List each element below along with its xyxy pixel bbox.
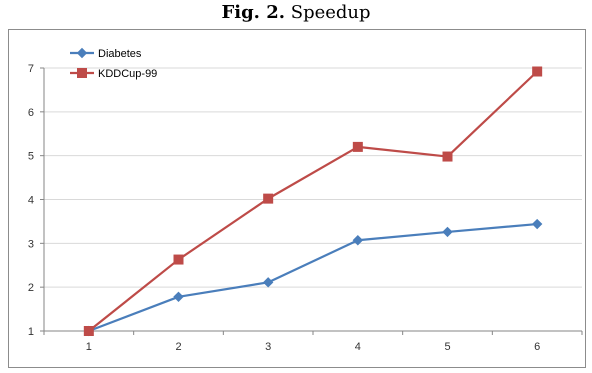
point-kddcup-99 bbox=[442, 151, 453, 162]
point-kddcup-99 bbox=[532, 66, 543, 77]
figure-title: Speedup bbox=[290, 2, 371, 23]
series-line-diabetes bbox=[88, 222, 538, 333]
point-diabetes bbox=[352, 235, 364, 246]
point-kddcup-99 bbox=[83, 326, 94, 336]
x-tick-label: 5 bbox=[444, 341, 450, 353]
x-tick-label: 3 bbox=[265, 341, 271, 353]
point-kddcup-99 bbox=[173, 254, 184, 265]
point-diabetes bbox=[531, 218, 543, 230]
y-tick-label: 1 bbox=[28, 326, 34, 338]
point-diabetes bbox=[442, 226, 453, 238]
figure-caption: Fig. 2. Speedup bbox=[0, 2, 592, 23]
x-tick-label: 6 bbox=[534, 341, 540, 353]
series-line-kddcup-99 bbox=[88, 70, 538, 332]
y-tick-label: 7 bbox=[28, 63, 34, 75]
x-tick-label: 2 bbox=[175, 341, 181, 353]
y-tick-label: 6 bbox=[28, 107, 34, 119]
x-tick-label: 1 bbox=[86, 341, 92, 353]
figure-label: Fig. 2. bbox=[221, 2, 285, 23]
legend-marker-kddcup-99 bbox=[77, 68, 87, 78]
point-kddcup-99 bbox=[263, 193, 274, 204]
point-kddcup-99 bbox=[352, 141, 363, 152]
y-tick-label: 3 bbox=[28, 238, 34, 250]
point-diabetes bbox=[173, 291, 184, 303]
legend-marker-diabetes bbox=[76, 47, 88, 59]
x-tick-label: 4 bbox=[355, 341, 361, 353]
y-tick-label: 4 bbox=[28, 195, 34, 207]
legend-label-diabetes: Diabetes bbox=[98, 48, 142, 60]
y-tick-label: 2 bbox=[28, 282, 34, 294]
chart-frame bbox=[8, 29, 586, 368]
legend-label-kddcup-99: KDDCup-99 bbox=[98, 68, 157, 80]
point-diabetes bbox=[262, 277, 274, 288]
y-tick-label: 5 bbox=[28, 151, 34, 163]
